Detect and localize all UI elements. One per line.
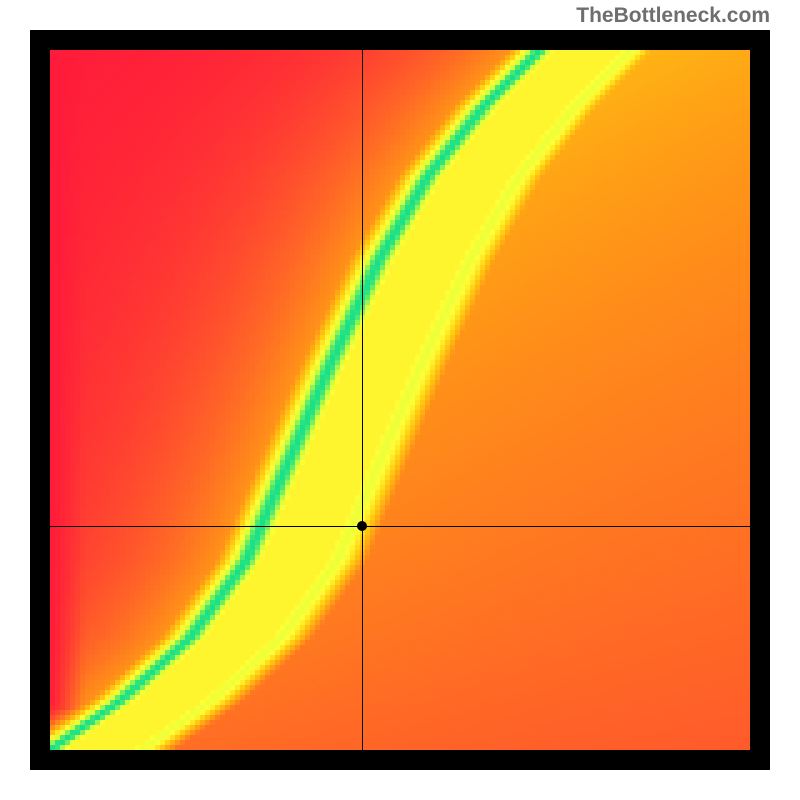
crosshair-vertical	[362, 50, 363, 750]
chart-container: TheBottleneck.com	[0, 0, 800, 800]
plot-area	[50, 50, 750, 750]
chart-border	[30, 30, 770, 770]
data-point-marker	[357, 521, 367, 531]
attribution-text: TheBottleneck.com	[576, 4, 770, 28]
crosshair-horizontal	[50, 526, 750, 527]
heatmap-canvas	[50, 50, 750, 750]
